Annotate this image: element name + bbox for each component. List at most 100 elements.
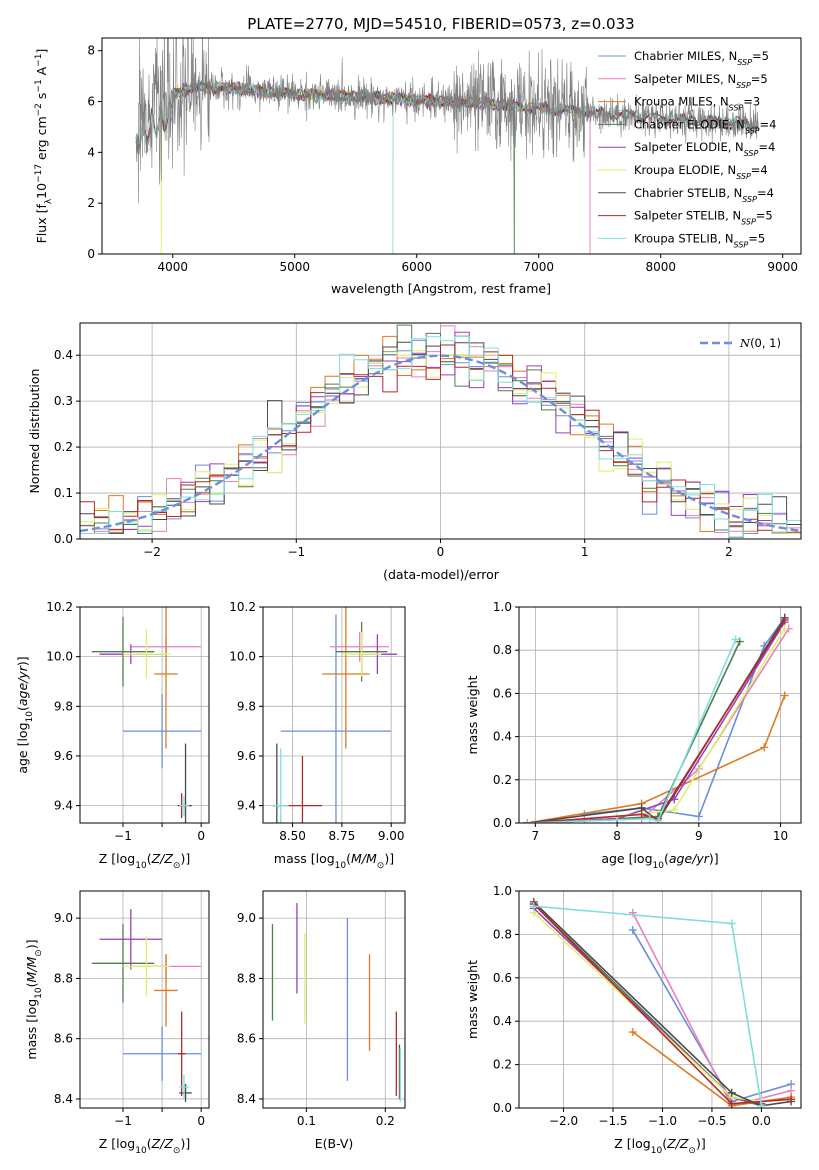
y-tick-label: 8.6	[237, 1032, 256, 1046]
y-tick-label: 8.6	[54, 1032, 73, 1046]
legend-label: Chabrier ELODIE, NSSP=4	[634, 117, 776, 135]
y-tick-label: 10.0	[229, 650, 256, 664]
x-tick-label: 8.75	[329, 829, 356, 843]
y-tick-label: 8.8	[54, 971, 73, 985]
y-tick-label: 0.2	[493, 773, 512, 787]
weight-marker	[645, 814, 654, 823]
legend-label: Salpeter MILES, NSSP=5	[634, 72, 768, 90]
y-tick-label: 9.4	[54, 799, 73, 813]
y-tick-label: 9.4	[237, 799, 256, 813]
y-tick-label: 0.6	[493, 686, 512, 700]
x-tick-label: 9000	[767, 260, 798, 274]
y-tick-label: 0.2	[493, 1058, 512, 1072]
weight-line	[527, 641, 741, 823]
y-tick-label: 0.8	[493, 927, 512, 941]
weight-line	[527, 628, 790, 823]
weight-marker	[727, 1088, 736, 1097]
mass-vs-reddening-panel: 0.1 0.2 8.4 8.6 8.8 9.0 E(B-V)	[237, 890, 406, 1151]
weight-line	[527, 695, 786, 823]
weight-marker	[694, 812, 703, 821]
x-tick-label: −2.0	[549, 1114, 578, 1128]
plot-area	[80, 324, 801, 538]
y-tick-label: 0.4	[493, 730, 512, 744]
y-tick-label: 10.0	[46, 650, 73, 664]
y-tick-label: 0.1	[54, 486, 73, 500]
y-tick-label: 8	[87, 44, 95, 58]
x-tick-label: −0.5	[697, 1114, 726, 1128]
plot-area	[529, 897, 796, 1108]
mass-weight-vs-metallicity-panel: −2.0 −1.5 −1.0 −0.5 0.0 0.0 0.2 0.4 0.6 0.8 1.0 Z […	[465, 884, 802, 1156]
legend-label: Salpeter STELIB, NSSP=5	[634, 209, 773, 227]
figure-title: PLATE=2770, MJD=54510, FIBERID=0573, z=0…	[247, 15, 634, 33]
x-tick-label: 7	[532, 829, 540, 843]
weight-line	[533, 901, 792, 1107]
plot-area	[91, 607, 202, 823]
x-axis-label: Z [log10(Z/Z⊙)]	[99, 1136, 190, 1156]
y-tick-label: 0.3	[54, 394, 73, 408]
x-tick-label: 8000	[645, 260, 676, 274]
axes-frame	[79, 606, 210, 824]
x-tick-label: 0	[197, 1114, 205, 1128]
residual-histogram-panel: −2 −1 0 1 2 0.0 0.1 0.2 0.3 0.4 (data-model)/error…	[27, 322, 802, 582]
y-tick-label: 0.4	[54, 348, 73, 362]
plot-area	[523, 613, 793, 823]
y-tick-label: 0.0	[54, 532, 73, 546]
y-axis-label: Normed distribution	[27, 369, 42, 494]
axes-frame	[518, 606, 802, 824]
weight-marker	[727, 919, 736, 928]
axes-frame	[101, 37, 802, 255]
y-tick-label: 6	[87, 95, 95, 109]
y-tick-label: 10.2	[229, 600, 256, 614]
y-axis-label: mass [log10(M/M⊙)]	[24, 939, 44, 1059]
spectrum-panel: 4000 5000 6000 7000 8000 9000 0 2 4 6 8 wavelength …	[34, 37, 802, 296]
y-tick-label: 8.4	[54, 1092, 73, 1106]
legend-label: N(0, 1)	[739, 336, 781, 350]
x-tick-label: 9.00	[378, 829, 405, 843]
weight-line	[527, 628, 786, 823]
x-axis-label: (data-model)/error	[383, 567, 500, 582]
x-tick-label: 9	[695, 829, 703, 843]
weight-marker	[670, 806, 679, 815]
x-tick-label: −1	[287, 545, 305, 559]
legend-label: Kroupa STELIB, NSSP=5	[634, 231, 765, 249]
x-axis-label: age [log10(age/yr)]	[601, 851, 718, 871]
y-axis-label: age [log10(age/yr)]	[15, 656, 35, 773]
age-vs-mass-panel: 8.50 8.75 9.00 9.4 9.6 9.8 10.0 10.2 mass [log10…	[229, 600, 406, 871]
weight-line	[527, 617, 786, 823]
mass-vs-metallicity-panel: −1 0 8.4 8.6 8.8 9.0 Z [log10(Z/Z⊙)] mass [log1…	[24, 890, 210, 1156]
x-tick-label: 0.2	[376, 1114, 395, 1128]
weight-marker	[529, 902, 538, 911]
x-tick-label: 6000	[401, 260, 432, 274]
weight-marker	[735, 637, 744, 646]
y-tick-label: 1.0	[493, 884, 512, 898]
y-tick-label: 8.4	[237, 1092, 256, 1106]
weight-marker	[780, 624, 789, 633]
y-tick-label: 2	[87, 196, 95, 210]
legend-label: Chabrier STELIB, NSSP=4	[634, 186, 774, 204]
plot-area	[272, 607, 398, 823]
x-tick-label: 8	[613, 829, 621, 843]
y-tick-label: 0.8	[493, 643, 512, 657]
model-spectrum-line	[135, 80, 591, 254]
weight-marker	[628, 926, 637, 935]
y-tick-label: 9.0	[54, 911, 73, 925]
legend-label: Kroupa ELODIE, NSSP=4	[634, 163, 768, 181]
y-tick-label: 0.6	[493, 971, 512, 985]
weight-line	[533, 905, 763, 1106]
weight-marker	[637, 810, 646, 819]
plot-area	[91, 909, 202, 1102]
x-axis-label: wavelength [Angstrom, rest frame]	[331, 281, 551, 296]
y-tick-label: 10.2	[46, 600, 73, 614]
x-tick-label: −1.5	[598, 1114, 627, 1128]
y-tick-label: 4	[87, 145, 95, 159]
x-tick-label: −1	[114, 829, 132, 843]
y-tick-label: 9.0	[237, 911, 256, 925]
histogram-step	[80, 336, 801, 538]
axes-frame	[79, 890, 210, 1109]
x-tick-label: 4000	[157, 260, 188, 274]
legend-label: Chabrier MILES, NSSP=5	[634, 49, 769, 67]
y-tick-label: 9.8	[237, 699, 256, 713]
y-axis-label: mass weight	[465, 675, 480, 754]
y-axis-label: mass weight	[465, 960, 480, 1039]
